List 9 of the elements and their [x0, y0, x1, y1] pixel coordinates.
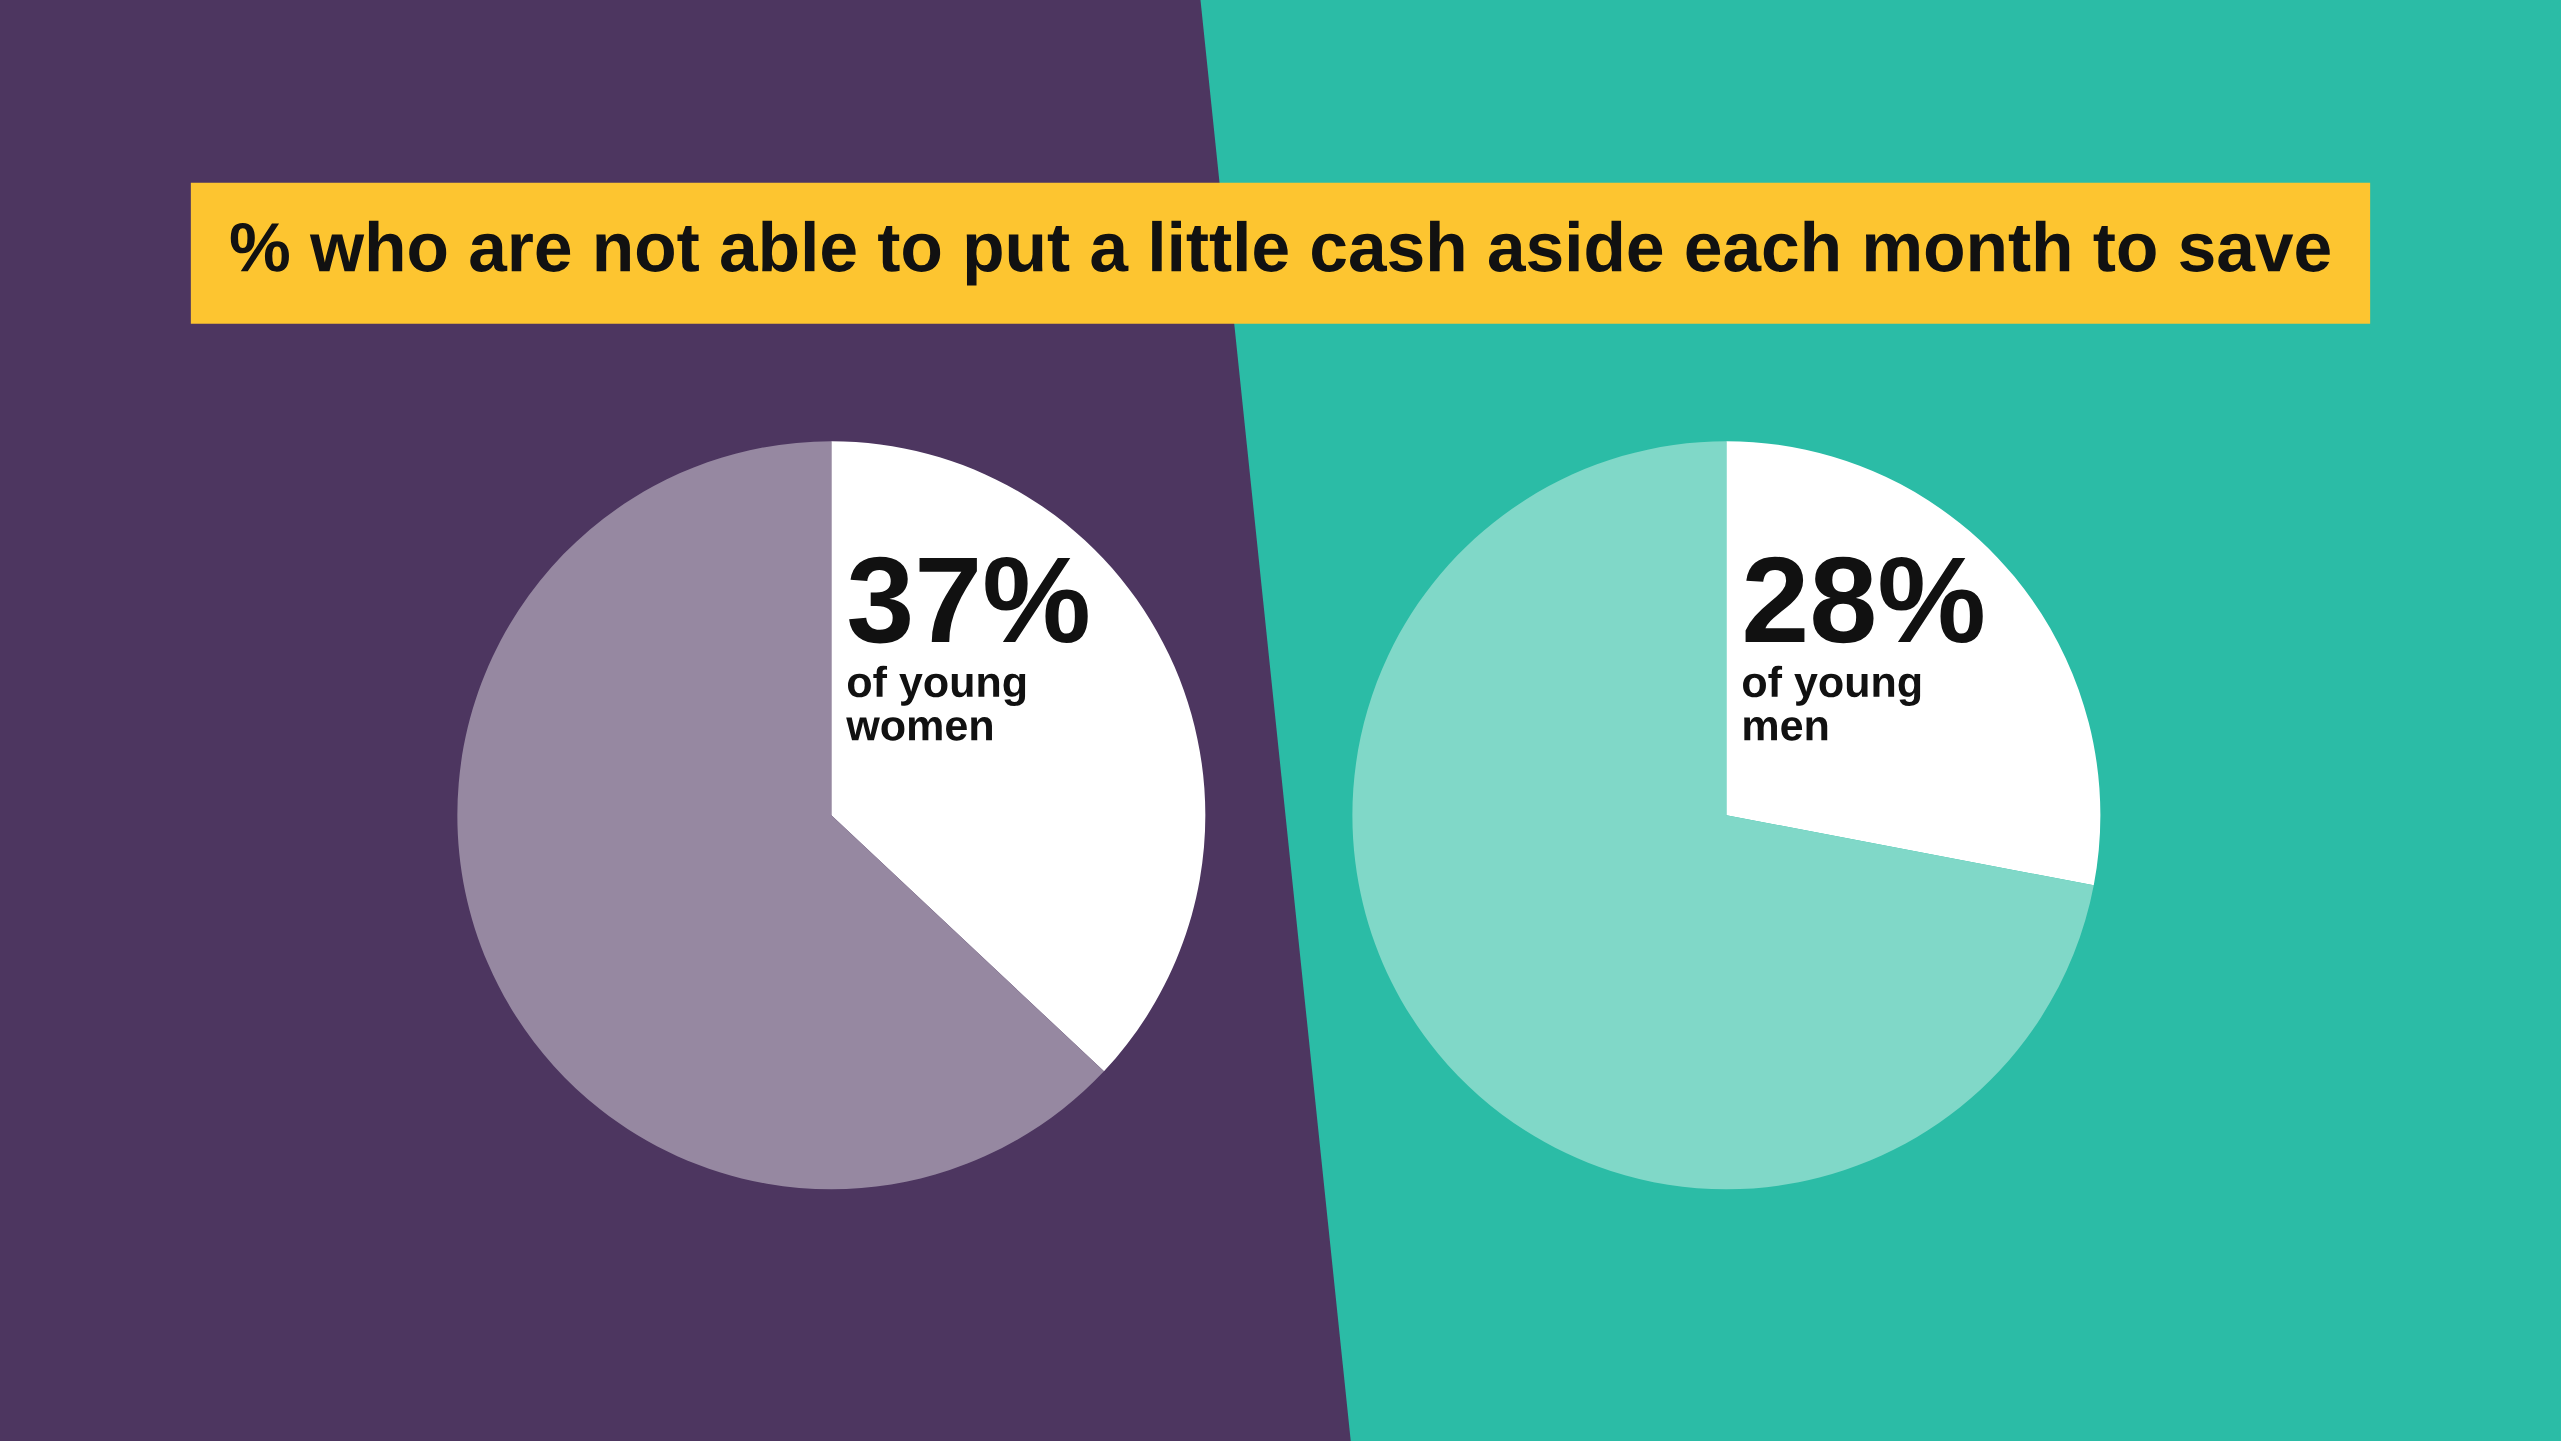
data-label: 28%: [1745, 556, 1983, 644]
pie-slice: [1726, 441, 2101, 886]
pie-slice: [831, 441, 1206, 1072]
pie-slice: [1352, 441, 2094, 1190]
data-label: 37%: [849, 556, 1088, 644]
slice-label: of young women: [846, 665, 1026, 741]
pie-slice: [457, 441, 1104, 1190]
chart-title: % who are not able to put a little cash aside each month to save: [230, 220, 2330, 286]
slice-label: of young men: [1743, 665, 1921, 741]
